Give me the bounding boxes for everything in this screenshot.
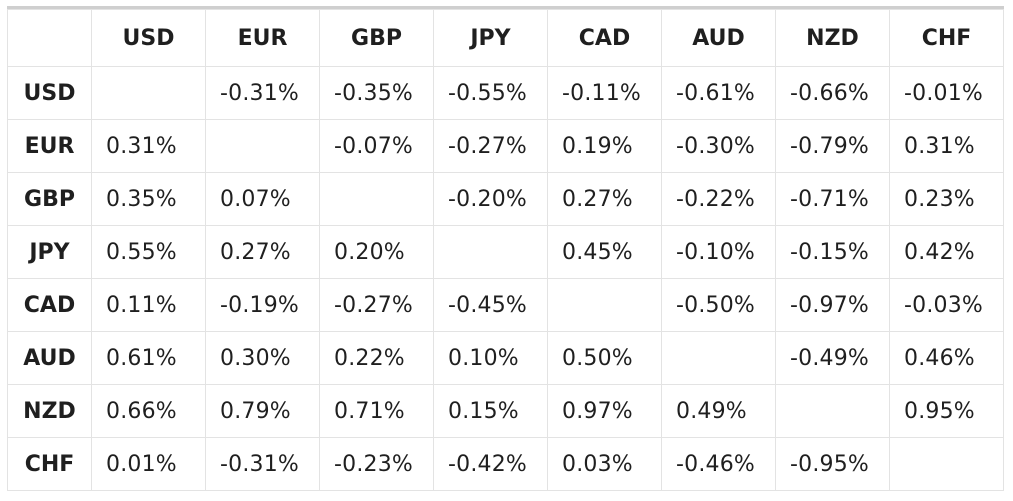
header-row: USD EUR GBP JPY CAD AUD NZD CHF bbox=[7, 9, 1004, 67]
table-cell: 0.45% bbox=[547, 225, 662, 279]
currency-heatmap-table-wrapper: USD EUR GBP JPY CAD AUD NZD CHF USD -0.3… bbox=[7, 6, 1004, 491]
table-cell: -0.42% bbox=[433, 437, 548, 491]
table-cell: 0.11% bbox=[91, 278, 206, 332]
table-cell: 0.31% bbox=[91, 119, 206, 173]
table-cell: 0.03% bbox=[547, 437, 662, 491]
table-cell: -0.22% bbox=[661, 172, 776, 226]
table-cell: -0.19% bbox=[205, 278, 320, 332]
column-header: GBP bbox=[319, 9, 434, 67]
row-header: CHF bbox=[7, 437, 92, 491]
table-cell: -0.11% bbox=[547, 66, 662, 120]
table-cell: 0.01% bbox=[91, 437, 206, 491]
row-header: USD bbox=[7, 66, 92, 120]
table-row: CAD 0.11% -0.19% -0.27% -0.45% -0.50% -0… bbox=[7, 278, 1004, 332]
table-row: USD -0.31% -0.35% -0.55% -0.11% -0.61% -… bbox=[7, 66, 1004, 120]
table-cell: 0.35% bbox=[91, 172, 206, 226]
currency-cross-rates-table: USD EUR GBP JPY CAD AUD NZD CHF USD -0.3… bbox=[7, 9, 1004, 491]
table-cell bbox=[91, 66, 206, 120]
table-row: NZD 0.66% 0.79% 0.71% 0.15% 0.97% 0.49% … bbox=[7, 384, 1004, 438]
table-cell: -0.27% bbox=[319, 278, 434, 332]
table-cell bbox=[433, 225, 548, 279]
table-cell: 0.46% bbox=[889, 331, 1004, 385]
column-header: USD bbox=[91, 9, 206, 67]
table-cell: 0.23% bbox=[889, 172, 1004, 226]
table-cell: 0.31% bbox=[889, 119, 1004, 173]
table-cell: -0.61% bbox=[661, 66, 776, 120]
table-cell: -0.79% bbox=[775, 119, 890, 173]
table-cell: 0.22% bbox=[319, 331, 434, 385]
table-cell: -0.95% bbox=[775, 437, 890, 491]
table-cell: -0.20% bbox=[433, 172, 548, 226]
row-header: JPY bbox=[7, 225, 92, 279]
table-cell: 0.27% bbox=[547, 172, 662, 226]
table-cell: 0.95% bbox=[889, 384, 1004, 438]
table-cell: -0.46% bbox=[661, 437, 776, 491]
table-row: EUR 0.31% -0.07% -0.27% 0.19% -0.30% -0.… bbox=[7, 119, 1004, 173]
table-cell: -0.30% bbox=[661, 119, 776, 173]
table-cell: 0.71% bbox=[319, 384, 434, 438]
table-cell: -0.49% bbox=[775, 331, 890, 385]
table-cell: 0.79% bbox=[205, 384, 320, 438]
table-cell bbox=[205, 119, 320, 173]
row-header: GBP bbox=[7, 172, 92, 226]
table-cell: -0.50% bbox=[661, 278, 776, 332]
row-header: CAD bbox=[7, 278, 92, 332]
table-row: AUD 0.61% 0.30% 0.22% 0.10% 0.50% -0.49%… bbox=[7, 331, 1004, 385]
table-cell: 0.07% bbox=[205, 172, 320, 226]
column-header: EUR bbox=[205, 9, 320, 67]
table-cell bbox=[775, 384, 890, 438]
table-cell: -0.31% bbox=[205, 66, 320, 120]
table-cell bbox=[661, 331, 776, 385]
table-cell: 0.10% bbox=[433, 331, 548, 385]
table-cell bbox=[889, 437, 1004, 491]
table-row: CHF 0.01% -0.31% -0.23% -0.42% 0.03% -0.… bbox=[7, 437, 1004, 491]
table-cell: -0.27% bbox=[433, 119, 548, 173]
table-cell: 0.66% bbox=[91, 384, 206, 438]
table-cell: -0.03% bbox=[889, 278, 1004, 332]
table-cell: 0.61% bbox=[91, 331, 206, 385]
row-header: AUD bbox=[7, 331, 92, 385]
table-cell: 0.97% bbox=[547, 384, 662, 438]
table-cell: 0.15% bbox=[433, 384, 548, 438]
corner-cell bbox=[7, 9, 92, 67]
row-header: EUR bbox=[7, 119, 92, 173]
table-cell: -0.71% bbox=[775, 172, 890, 226]
table-cell: -0.97% bbox=[775, 278, 890, 332]
table-cell: 0.50% bbox=[547, 331, 662, 385]
table-row: JPY 0.55% 0.27% 0.20% 0.45% -0.10% -0.15… bbox=[7, 225, 1004, 279]
column-header: NZD bbox=[775, 9, 890, 67]
table-cell: 0.49% bbox=[661, 384, 776, 438]
table-row: GBP 0.35% 0.07% -0.20% 0.27% -0.22% -0.7… bbox=[7, 172, 1004, 226]
table-cell: -0.55% bbox=[433, 66, 548, 120]
table-cell: -0.15% bbox=[775, 225, 890, 279]
table-cell bbox=[319, 172, 434, 226]
table-cell: -0.23% bbox=[319, 437, 434, 491]
row-header: NZD bbox=[7, 384, 92, 438]
table-cell: -0.07% bbox=[319, 119, 434, 173]
column-header: CAD bbox=[547, 9, 662, 67]
column-header: JPY bbox=[433, 9, 548, 67]
table-cell: 0.27% bbox=[205, 225, 320, 279]
column-header: CHF bbox=[889, 9, 1004, 67]
table-cell: -0.45% bbox=[433, 278, 548, 332]
table-cell: -0.66% bbox=[775, 66, 890, 120]
table-cell: -0.01% bbox=[889, 66, 1004, 120]
table-cell: -0.35% bbox=[319, 66, 434, 120]
table-cell: 0.55% bbox=[91, 225, 206, 279]
column-header: AUD bbox=[661, 9, 776, 67]
table-cell: 0.42% bbox=[889, 225, 1004, 279]
table-cell bbox=[547, 278, 662, 332]
table-cell: 0.30% bbox=[205, 331, 320, 385]
table-cell: 0.19% bbox=[547, 119, 662, 173]
table-cell: -0.31% bbox=[205, 437, 320, 491]
table-cell: 0.20% bbox=[319, 225, 434, 279]
table-cell: -0.10% bbox=[661, 225, 776, 279]
